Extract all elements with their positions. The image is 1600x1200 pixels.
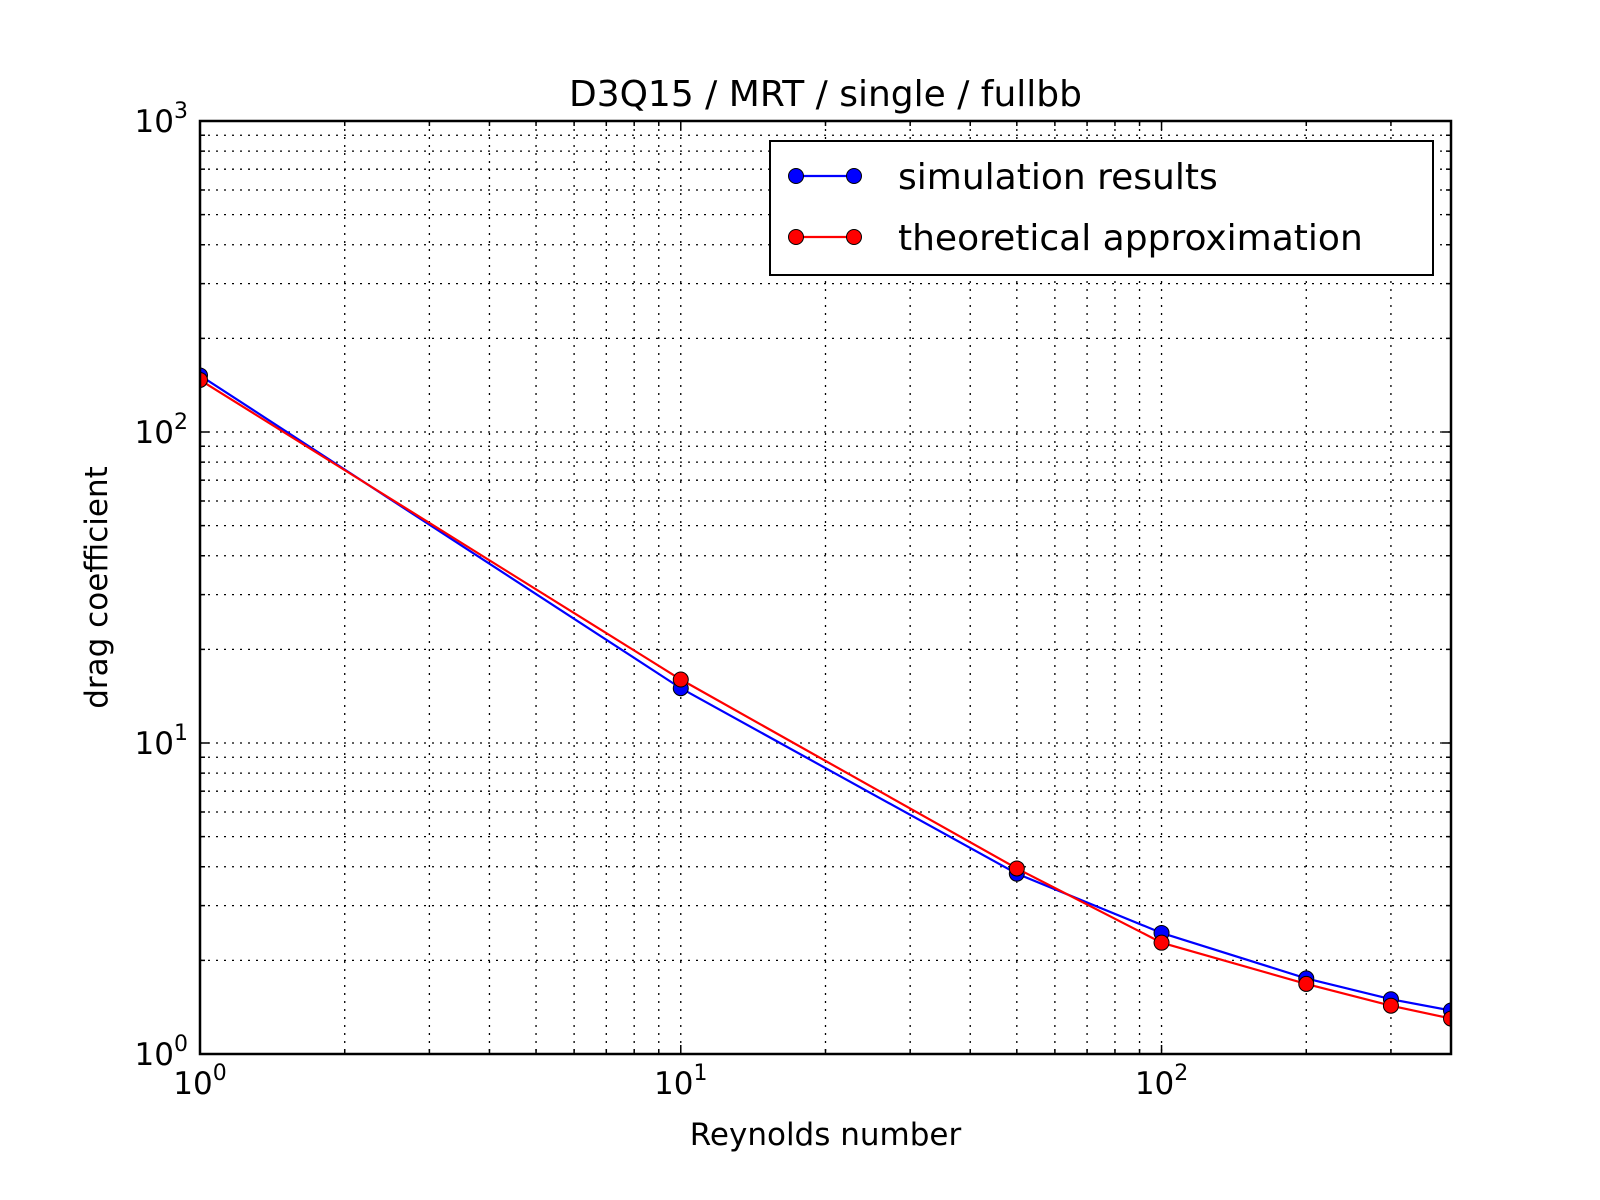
legend-marker [846, 168, 862, 184]
y-axis-label: drag coefficient [79, 466, 115, 709]
data-point [1443, 1010, 1451, 1027]
ticks [199, 120, 1452, 1055]
data-point [1298, 975, 1315, 992]
x-tick-label: 102 [1135, 1061, 1188, 1102]
data-point [1382, 997, 1399, 1014]
series-line [200, 374, 1451, 1012]
x-tick-label: 100 [173, 1061, 226, 1102]
plot-lines [200, 367, 1451, 1027]
legend-marker [788, 229, 804, 245]
x-tick-label: 101 [654, 1061, 707, 1102]
legend-label: simulation results [898, 157, 1218, 198]
data-point [672, 671, 689, 688]
x-axis-label: Reynolds number [690, 1117, 962, 1153]
legend: simulation results theoretical approximat… [769, 140, 1434, 276]
data-point [1153, 934, 1170, 951]
legend-label: theoretical approximation [898, 218, 1363, 259]
legend-marker [788, 168, 804, 184]
y-tick-label: 100 [135, 1032, 188, 1073]
y-tick-label: 101 [135, 721, 188, 762]
y-tick-label: 103 [135, 99, 188, 140]
legend-marker [846, 229, 862, 245]
data-point [1008, 860, 1025, 877]
tick-labels: 100 101 102 100 101 102 103 [135, 99, 1189, 1102]
data-point [200, 371, 208, 388]
y-tick-label: 102 [135, 410, 188, 451]
chart-title: D3Q15 / MRT / single / fullbb [569, 74, 1082, 115]
legend-box [769, 140, 1434, 276]
